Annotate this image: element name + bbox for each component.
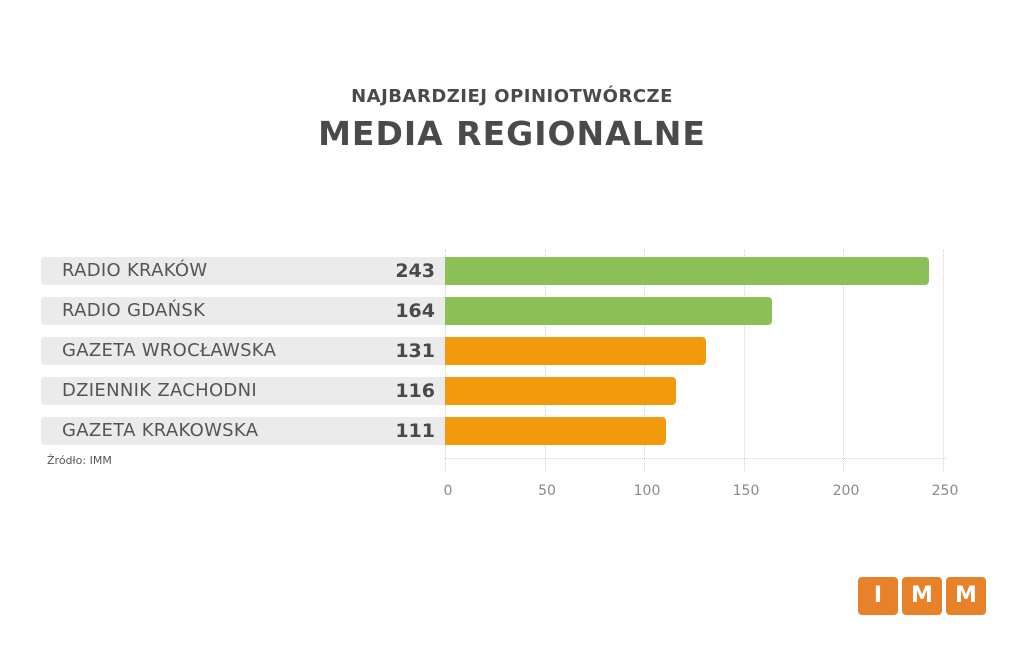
logo-letter: I [858, 577, 898, 615]
value-label: 131 [395, 340, 435, 362]
value-label: 116 [395, 380, 435, 402]
bar [445, 417, 667, 445]
category-label: RADIO GDAŃSK [62, 300, 206, 321]
category-label: RADIO KRAKÓW [62, 260, 208, 281]
category-label-background [41, 417, 445, 445]
category-label-background [41, 337, 445, 365]
chart-title: MEDIA REGIONALNE [318, 114, 706, 153]
chart-subtitle: NAJBARDZIEJ OPINIOTWÓRCZE [351, 86, 673, 107]
axis-baseline [445, 458, 945, 459]
category-label-background [41, 377, 445, 405]
bar [445, 257, 930, 285]
x-tick-label: 0 [443, 483, 453, 499]
gridline [843, 250, 844, 472]
logo-letter: M [902, 577, 942, 615]
category-label: GAZETA KRAKOWSKA [62, 420, 259, 441]
x-tick-label: 100 [633, 483, 661, 499]
category-label-background [41, 257, 445, 285]
category-label-background [41, 297, 445, 325]
logo-letter: M [946, 577, 986, 615]
gridline [943, 250, 944, 472]
category-label: DZIENNIK ZACHODNI [62, 380, 257, 401]
bar [445, 337, 706, 365]
source-note: Źródło: IMM [47, 454, 112, 467]
category-label: GAZETA WROCŁAWSKA [62, 340, 277, 361]
value-label: 243 [395, 260, 435, 282]
x-tick-label: 50 [538, 483, 556, 499]
x-tick-label: 250 [931, 483, 959, 499]
bar [445, 377, 677, 405]
imm-logo: I M M [858, 577, 986, 615]
value-label: 111 [395, 420, 435, 442]
x-tick-label: 150 [732, 483, 760, 499]
x-tick-label: 200 [832, 483, 860, 499]
gridline [744, 250, 745, 472]
bar [445, 297, 772, 325]
value-label: 164 [395, 300, 435, 322]
